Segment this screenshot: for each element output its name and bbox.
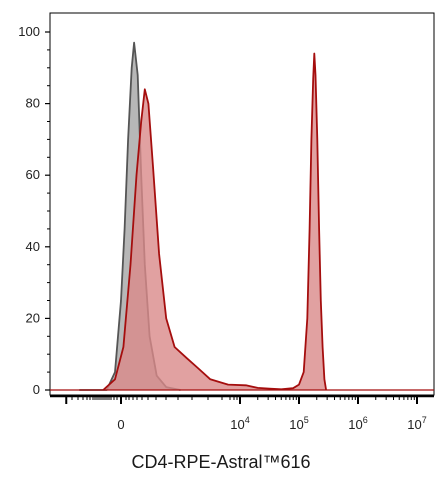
x-tick-label-4: 107 [407, 415, 426, 432]
series-area-0 [79, 42, 181, 390]
x-tick-label-3: 106 [348, 415, 367, 432]
x-axis-label: CD4-RPE-Astral™616 [131, 452, 311, 472]
axes-layer: 0 20 40 60 80 100 0 104 105 106 107 [18, 24, 434, 432]
plot-frame [49, 12, 435, 396]
y-tick-label-100: 100 [18, 24, 40, 39]
x-tick-label-2: 105 [289, 415, 308, 432]
y-tick-label-60: 60 [26, 167, 40, 182]
y-tick-label-40: 40 [26, 239, 40, 254]
y-tick-label-80: 80 [26, 96, 40, 111]
x-tick-label-1: 104 [230, 415, 249, 432]
series-area-1 [103, 53, 327, 390]
y-tick-label-0: 0 [33, 382, 40, 397]
series-layer [50, 41, 434, 391]
series-line-1 [102, 52, 327, 391]
y-tick-label-20: 20 [26, 310, 40, 325]
x-tick-label-0: 0 [117, 417, 124, 432]
